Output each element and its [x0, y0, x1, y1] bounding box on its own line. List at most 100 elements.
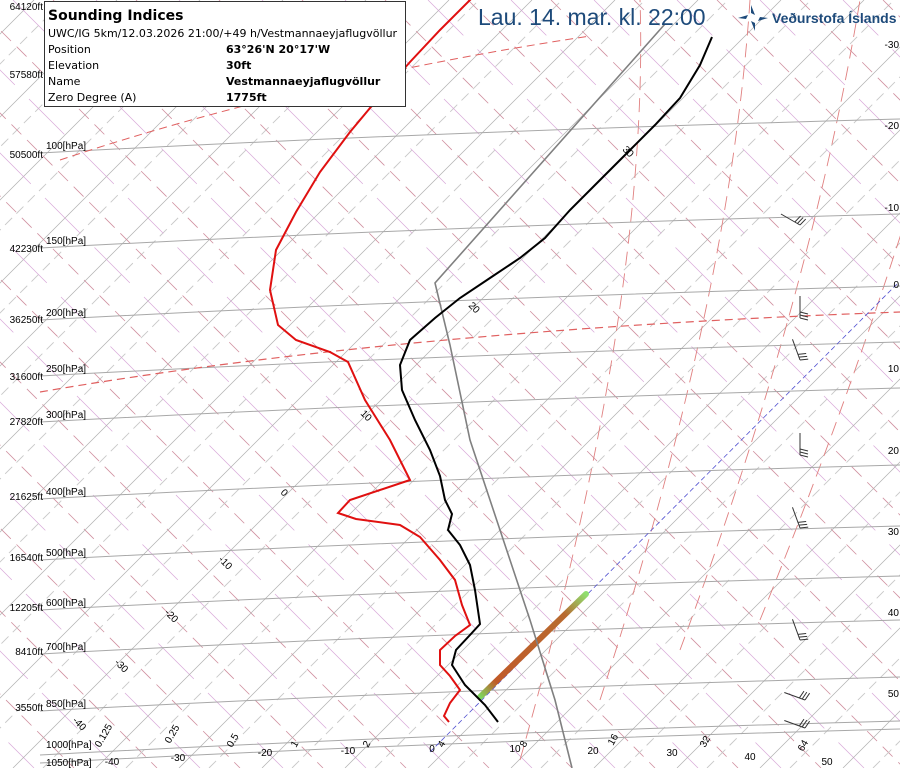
mixing-ratio-label: 64	[796, 738, 811, 754]
barb-feather	[797, 633, 807, 635]
moist-adiabat-line	[0, 444, 324, 768]
adiabat-label: -40	[70, 715, 88, 733]
isotherm-line	[0, 0, 284, 284]
mixing-ratio-label: 2	[361, 739, 374, 750]
moist-adiabat-line	[135, 0, 900, 765]
isotherm-line	[261, 129, 900, 768]
mixing-ratio-label: 0.5	[225, 732, 242, 750]
barb-feather	[801, 691, 808, 700]
dry-adiabat-line	[427, 0, 900, 473]
mixing-ratio-line	[0, 0, 563, 563]
mixing-ratio-line	[457, 325, 900, 768]
logo-icon	[738, 5, 768, 31]
mixing-ratio-label: 16	[606, 732, 621, 748]
adiabat-label: -10	[216, 554, 234, 572]
saturated-adiabat-curve	[759, 235, 900, 621]
altitude-label: 64120ft	[10, 2, 44, 13]
mixing-ratio-line	[0, 0, 314, 314]
bottom-temperature-label: -20	[258, 748, 273, 759]
barb-feather	[799, 451, 809, 455]
info-row-elevation: Elevation 30ft	[48, 58, 402, 74]
row-label: Position	[48, 43, 91, 56]
right-temperature-label: -10	[885, 203, 900, 214]
altitude-label: 3550ft	[15, 703, 43, 714]
mixing-ratio-line	[208, 76, 900, 768]
bottom-temperature-label: -10	[341, 746, 356, 757]
pressure-label: 400[hPa]	[46, 487, 86, 498]
row-value: 1775ft	[226, 91, 267, 104]
saturated-adiabat-curve	[679, 0, 861, 651]
barb-staff	[792, 619, 801, 641]
barb-feather	[798, 718, 805, 727]
barb-feather	[799, 358, 809, 361]
bottom-temperature-label: 30	[666, 748, 678, 759]
dry-adiabat-line	[676, 0, 900, 224]
isotherm-line	[0, 0, 450, 450]
barb-staff	[792, 339, 801, 361]
wind-barbs	[780, 213, 811, 729]
pressure-label: 1050[hPa]	[46, 758, 92, 768]
isobar-line	[39, 619, 900, 655]
info-row-name: Name Vestmannaeyjaflugvöllur	[48, 74, 402, 90]
isotherm-line	[676, 544, 900, 768]
saturated-adiabat-curve	[599, 0, 751, 701]
info-title: Sounding Indices	[48, 8, 184, 24]
altitude-label: 50500ft	[10, 150, 44, 161]
right-temperature-label: 30	[888, 527, 900, 538]
dry-adiabat-line	[593, 0, 900, 307]
mixing-ratio-label: 0.125	[93, 722, 115, 750]
row-value: 30ft	[226, 59, 252, 72]
barb-feather	[799, 218, 807, 226]
wind-barb	[784, 690, 811, 701]
barb-feather	[799, 317, 809, 321]
mixing-ratio-line	[872, 740, 900, 768]
barb-staff	[792, 507, 801, 529]
mixing-ratio-label: 1	[289, 739, 302, 750]
barb-staff	[784, 692, 806, 701]
isobar-line	[39, 720, 900, 756]
pressure-label: 600[hPa]	[46, 598, 86, 609]
mixing-ratio-line	[374, 242, 900, 768]
moist-adiabat-line	[550, 0, 900, 350]
row-label: Name	[48, 75, 81, 88]
dry-adiabat-line	[12, 0, 782, 768]
isotherm-line	[344, 212, 900, 768]
row-value: Vestmannaeyjaflugvöllur	[226, 75, 381, 88]
mixing-ratio-line	[0, 0, 397, 397]
moist-adiabat-line	[633, 0, 900, 267]
pressure-label: 100[hPa]	[46, 141, 86, 152]
pressure-label: 200[hPa]	[46, 308, 86, 319]
valid-time-title: Lau. 14. mar. kl. 22:00	[478, 4, 706, 30]
isobar-line	[39, 728, 900, 764]
logo-text: Veðurstofa Íslands	[772, 10, 897, 26]
row-label: Zero Degree (A)	[48, 91, 137, 104]
right-temperature-label: 40	[888, 608, 900, 619]
parcel-path-line	[434, 23, 666, 768]
barb-staff	[780, 213, 801, 226]
barb-feather	[798, 355, 808, 358]
mixing-ratio-line	[0, 0, 480, 480]
isobar-line	[39, 525, 900, 561]
altitude-label: 36250ft	[10, 315, 44, 326]
vedurstofa-logo: Veðurstofa Íslands	[738, 5, 896, 31]
moist-adiabat-line	[0, 195, 573, 768]
barb-feather	[799, 448, 809, 452]
moist-adiabat-line	[467, 0, 900, 433]
moist-adiabat-line	[0, 361, 407, 768]
dry-adiabat-line	[0, 69, 699, 768]
barb-staff	[784, 720, 806, 729]
mixing-ratio-line	[623, 491, 900, 768]
mixing-ratio-line	[42, 0, 812, 768]
mixing-ratio-line	[291, 159, 900, 768]
lifted-parcel-band	[477, 591, 589, 700]
barb-feather	[804, 720, 811, 729]
pressure-label: 500[hPa]	[46, 548, 86, 559]
temperature-line	[398, 36, 713, 723]
isotherm-line	[178, 46, 900, 768]
isotherm-line	[0, 0, 699, 699]
barb-feather	[799, 638, 809, 641]
mixing-ratio-line	[540, 408, 900, 768]
isotherm-line	[0, 0, 533, 533]
isotherm-line	[0, 0, 367, 367]
